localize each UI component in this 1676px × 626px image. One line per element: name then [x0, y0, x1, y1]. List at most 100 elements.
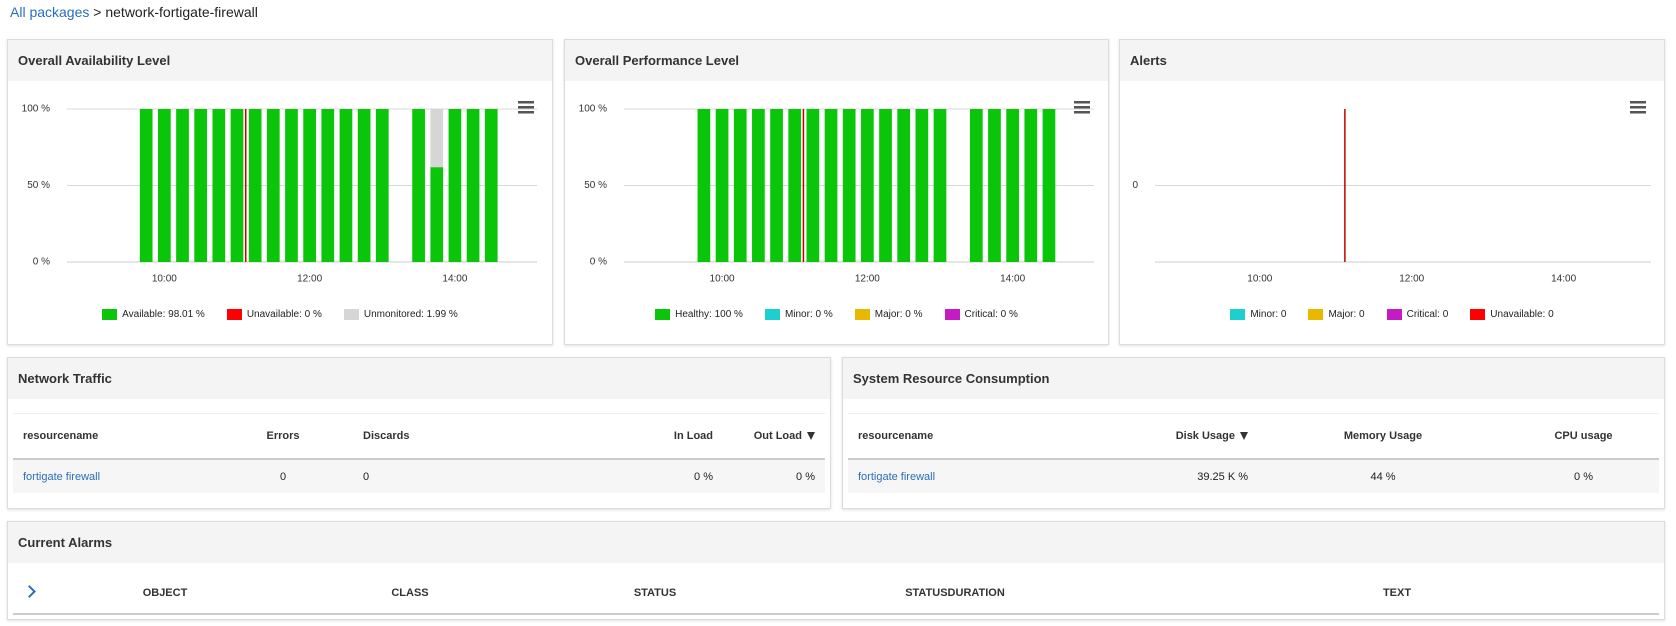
chart: 0 10:00 12:00 14:00 [1132, 101, 1651, 285]
breadcrumb: All packages > network-fortigate-firewal… [10, 4, 258, 20]
header-row: OBJECT CLASS STATUS STATUSDURATION TEXT [13, 573, 1659, 615]
bar-segment [303, 109, 316, 262]
bar-segment [715, 109, 729, 262]
column-header[interactable]: TEXT [1135, 573, 1659, 615]
bar-segment [357, 109, 371, 262]
menu-icon-bar[interactable] [1630, 101, 1646, 104]
bar-segment [770, 109, 783, 262]
y-tick-label: 100 % [579, 104, 607, 115]
menu-icon-bar[interactable] [1074, 111, 1090, 114]
legend-swatch [764, 308, 780, 320]
menu-icon-bar[interactable] [1630, 111, 1646, 114]
legend-swatch [944, 308, 960, 320]
menu-icon-bar[interactable] [1630, 106, 1646, 109]
breadcrumb-link[interactable]: All packages [10, 4, 90, 20]
table-cell: 0 % [1508, 459, 1659, 493]
legend-item[interactable]: Healthy: 100 % [655, 308, 743, 320]
column-header[interactable]: STATUS [535, 573, 775, 615]
alerts-panel: Alerts 0 10:00 12:00 14:00 Minor: 0 Major: 0… [1119, 39, 1665, 345]
legend-item[interactable]: Major: 0 % [854, 308, 923, 320]
bar-segment [484, 109, 498, 262]
legend-item[interactable]: Minor: 0 % [764, 308, 833, 320]
legend-item[interactable]: Unavailable: 0 % [226, 308, 322, 320]
legend-swatch [1308, 308, 1324, 320]
menu-icon-bar[interactable] [1074, 101, 1090, 104]
y-tick-label: 50 % [584, 180, 607, 191]
breadcrumb-separator: > [93, 4, 102, 20]
legend-item[interactable]: Available: 98.01 % [102, 308, 205, 320]
x-tick-label: 12:00 [1399, 274, 1424, 285]
y-tick-label: 0 % [33, 257, 50, 268]
system-resource-panel: System Resource Consumption resourcename… [842, 357, 1665, 509]
bar-segment [1024, 109, 1038, 262]
column-header[interactable]: OBJECT [45, 573, 285, 615]
legend-item[interactable]: Unavailable: 0 [1470, 308, 1554, 320]
table-cell: 39.25 K % [1068, 459, 1258, 493]
table-cell: 0 [353, 459, 573, 493]
bar-segment [1042, 109, 1056, 262]
legend-item[interactable]: Critical: 0 [1386, 308, 1449, 320]
bar-segment [697, 109, 711, 262]
column-header[interactable]: In Load [573, 413, 723, 460]
legend: Healthy: 100 % Minor: 0 % Major: 0 % Critic… [565, 303, 1108, 325]
bar-segment [157, 109, 171, 262]
legend-label: Critical: 0 [1406, 308, 1449, 320]
legend-swatch [102, 308, 118, 320]
table: OBJECT CLASS STATUS STATUSDURATION TEXT [13, 573, 1659, 615]
column-header[interactable]: Disk Usage [1068, 413, 1258, 460]
column-header[interactable]: resourcename [13, 413, 213, 460]
legend-swatch [655, 308, 671, 320]
table: resourcename Disk Usage Memory Usage CPU us… [848, 413, 1659, 493]
menu-icon-bar[interactable] [1074, 106, 1090, 109]
table-row: fortigate firewall 39.25 K % 44 % 0 % [848, 459, 1659, 493]
bar-segment [733, 109, 747, 262]
bar-segment [430, 167, 444, 262]
legend-label: Major: 0 [1328, 308, 1365, 320]
chevron-icon[interactable] [22, 585, 36, 598]
legend-swatch [854, 308, 870, 320]
x-tick-label: 10:00 [1247, 274, 1272, 285]
bar-segment [752, 109, 765, 262]
column-header[interactable]: CPU usage [1508, 413, 1659, 460]
legend-item[interactable]: Unmonitored: 1.99 % [343, 308, 458, 320]
legend-item[interactable]: Critical: 0 % [944, 308, 1018, 320]
bar-segment [897, 109, 911, 262]
column-header[interactable]: Discards [353, 413, 573, 460]
table-cell: 44 % [1258, 459, 1508, 493]
bar-segment [806, 109, 820, 262]
x-tick-label: 10:00 [152, 274, 177, 285]
legend-label: Unmonitored: 1.99 % [363, 308, 458, 320]
panel-title: Network Traffic [8, 358, 830, 399]
column-header[interactable]: Memory Usage [1258, 413, 1508, 460]
current-alarms-panel: Current Alarms OBJECT CLASS STATUS STATUSDU… [7, 521, 1665, 620]
legend-label: Unavailable: 0 % [246, 308, 322, 320]
bar-segment [788, 109, 802, 262]
legend: Minor: 0 Major: 0 Critical: 0 Unavailable: … [1120, 303, 1664, 325]
column-header[interactable]: STATUSDURATION [775, 573, 1135, 615]
menu-icon-bar[interactable] [518, 106, 534, 109]
legend-label: Critical: 0 % [964, 308, 1018, 320]
menu-icon-bar[interactable] [518, 111, 534, 114]
column-header[interactable]: Out Load [723, 413, 825, 460]
x-tick-label: 14:00 [442, 274, 467, 285]
bar-segment [266, 109, 280, 262]
bar-segment [430, 109, 444, 168]
legend-label: Unavailable: 0 [1490, 308, 1554, 320]
table-cell[interactable]: fortigate firewall [848, 459, 1068, 493]
column-header[interactable]: CLASS [285, 573, 535, 615]
bar-segment [988, 109, 1001, 262]
legend-swatch [1230, 308, 1246, 320]
expand-all[interactable] [13, 573, 45, 615]
legend-swatch [343, 308, 359, 320]
table-cell: 0 [213, 459, 353, 493]
network-traffic-panel: Network Traffic resourcename Errors Discar… [7, 357, 831, 509]
bar-segment [339, 109, 353, 262]
y-tick-label: 50 % [27, 180, 50, 191]
table-cell[interactable]: fortigate firewall [13, 459, 213, 493]
column-header[interactable]: Errors [213, 413, 353, 460]
legend-item[interactable]: Minor: 0 [1230, 308, 1286, 320]
legend-item[interactable]: Major: 0 [1308, 308, 1365, 320]
menu-icon-bar[interactable] [518, 101, 534, 104]
column-header[interactable]: resourcename [848, 413, 1068, 460]
legend-label: Available: 98.01 % [122, 308, 205, 320]
